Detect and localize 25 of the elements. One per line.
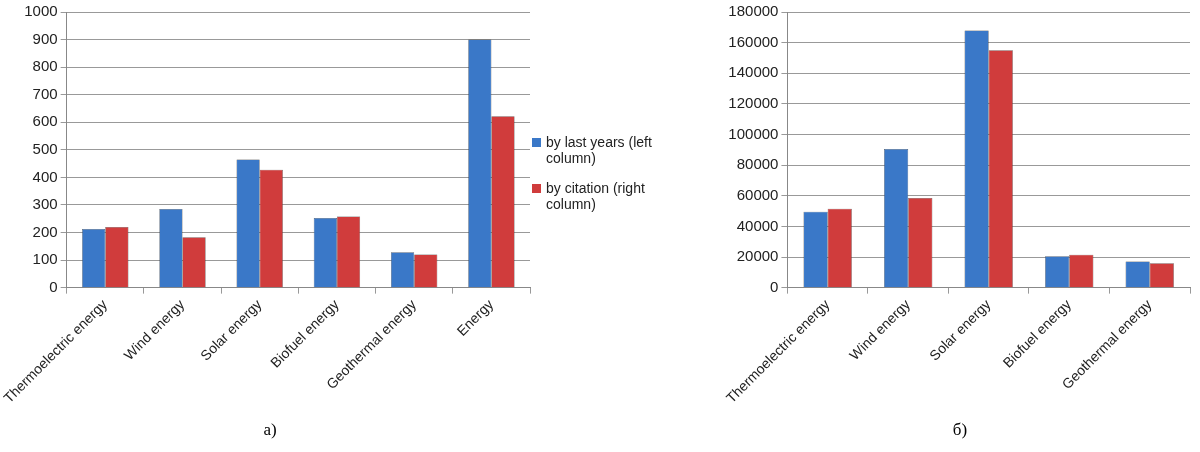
legend-label: by last years (left column) [546,134,653,166]
y-tick-label: 140000 [728,63,779,81]
y-tick-label: 300 [32,195,58,213]
y-tick-label: 100000 [728,124,779,142]
y-tick-label: 900 [32,29,58,47]
y-tick-label: 40000 [736,216,779,234]
y-tick-label: 80000 [736,155,779,173]
y-tick-label: 180000 [728,2,779,20]
y-tick-label: 120000 [728,94,779,112]
text: б) [951,420,969,440]
y-tick-label: 400 [32,167,58,185]
y-tick-label: 160000 [728,32,779,50]
y-tick-label: 800 [32,57,58,75]
legend-label: by citation (right column) [546,180,646,212]
y-tick-label: 600 [32,112,58,130]
y-tick-label: 20000 [736,247,779,265]
y-tick-label: 0 [770,277,779,295]
y-tick-label: 100 [32,250,58,268]
y-tick-label: 500 [32,139,58,157]
text: а) [262,420,278,440]
y-tick-label: 1000 [24,2,58,20]
y-tick-label: 0 [49,277,58,295]
y-tick-label: 60000 [736,185,779,203]
y-tick-label: 700 [32,84,58,102]
y-tick-label: 200 [32,222,58,240]
